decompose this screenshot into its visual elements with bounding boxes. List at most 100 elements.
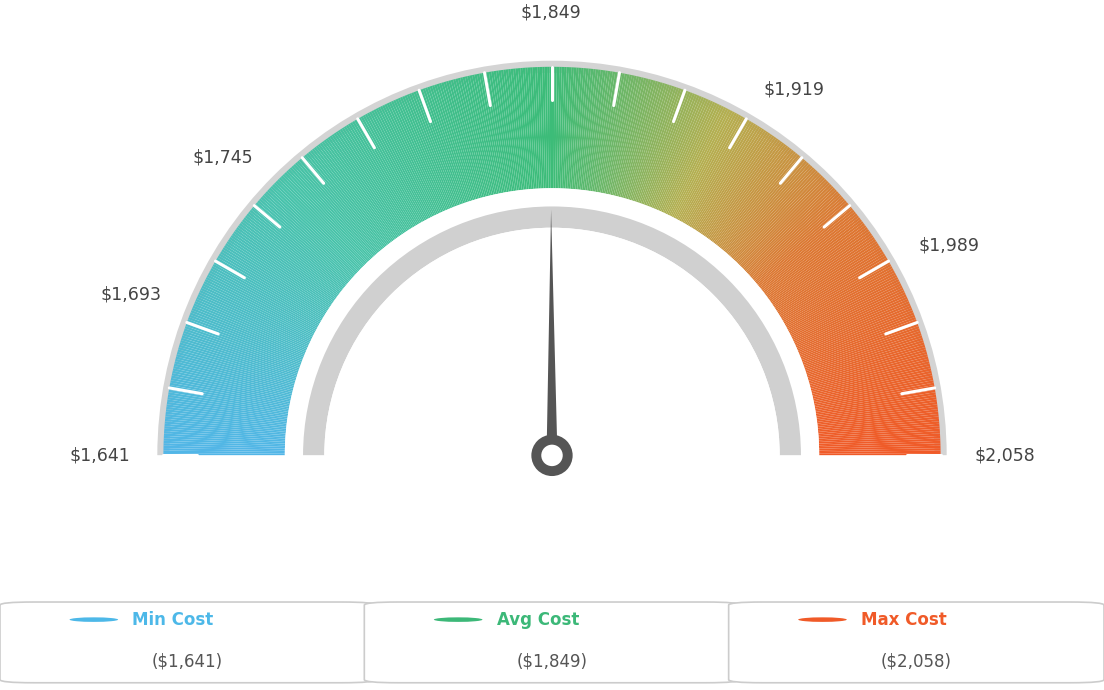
Wedge shape [718, 150, 794, 246]
Wedge shape [484, 72, 507, 193]
Wedge shape [192, 308, 305, 355]
Wedge shape [177, 354, 294, 387]
Wedge shape [615, 78, 646, 196]
Wedge shape [670, 107, 726, 217]
Wedge shape [375, 108, 432, 217]
Wedge shape [183, 331, 299, 371]
Wedge shape [201, 288, 311, 342]
Wedge shape [187, 322, 301, 365]
Wedge shape [602, 74, 627, 193]
Wedge shape [265, 191, 357, 275]
Wedge shape [321, 141, 395, 240]
Wedge shape [189, 315, 302, 360]
Wedge shape [789, 277, 899, 334]
Wedge shape [163, 451, 285, 454]
Wedge shape [201, 286, 311, 340]
Wedge shape [799, 310, 913, 357]
Wedge shape [798, 306, 912, 354]
Wedge shape [787, 270, 895, 330]
Wedge shape [650, 94, 698, 208]
Wedge shape [542, 67, 546, 188]
Wedge shape [755, 202, 848, 282]
Wedge shape [352, 121, 416, 226]
Wedge shape [746, 189, 837, 274]
Polygon shape [546, 210, 558, 455]
Wedge shape [163, 436, 285, 444]
Wedge shape [164, 422, 286, 433]
Wedge shape [769, 229, 869, 301]
Wedge shape [262, 195, 353, 277]
Wedge shape [164, 428, 286, 439]
Wedge shape [773, 237, 874, 306]
Wedge shape [802, 317, 916, 362]
Wedge shape [477, 74, 502, 193]
Wedge shape [582, 69, 598, 190]
Wedge shape [558, 67, 562, 188]
Wedge shape [142, 455, 962, 690]
Wedge shape [819, 438, 941, 445]
Wedge shape [741, 181, 828, 268]
Wedge shape [338, 130, 406, 233]
Wedge shape [223, 247, 327, 314]
Wedge shape [765, 221, 863, 295]
Wedge shape [532, 67, 540, 188]
Wedge shape [195, 299, 308, 349]
Wedge shape [742, 182, 830, 269]
Wedge shape [696, 127, 762, 230]
Wedge shape [577, 68, 591, 190]
Wedge shape [280, 175, 367, 264]
Wedge shape [776, 243, 879, 310]
Wedge shape [811, 366, 931, 395]
Wedge shape [601, 73, 625, 193]
Wedge shape [629, 83, 668, 200]
Wedge shape [217, 255, 322, 319]
Wedge shape [794, 290, 904, 343]
Wedge shape [581, 69, 596, 190]
Wedge shape [667, 105, 722, 215]
Wedge shape [699, 131, 768, 233]
Wedge shape [698, 130, 766, 233]
Wedge shape [192, 306, 306, 354]
Text: Min Cost: Min Cost [132, 611, 214, 629]
Wedge shape [253, 206, 348, 285]
Wedge shape [598, 72, 623, 193]
Wedge shape [687, 119, 750, 226]
Wedge shape [214, 262, 320, 324]
Text: $1,849: $1,849 [520, 3, 581, 21]
Wedge shape [526, 68, 535, 189]
Wedge shape [813, 368, 932, 397]
Wedge shape [432, 85, 471, 201]
Wedge shape [469, 75, 497, 195]
Wedge shape [818, 416, 938, 431]
Wedge shape [788, 273, 896, 331]
Wedge shape [359, 117, 421, 224]
Wedge shape [723, 157, 804, 252]
Wedge shape [367, 112, 426, 221]
Wedge shape [167, 406, 287, 424]
Circle shape [798, 618, 847, 622]
Wedge shape [227, 239, 330, 308]
Wedge shape [627, 82, 662, 199]
Wedge shape [308, 151, 385, 248]
Wedge shape [540, 67, 545, 188]
Wedge shape [310, 150, 386, 246]
Wedge shape [188, 317, 302, 362]
Wedge shape [762, 215, 859, 292]
Wedge shape [783, 259, 889, 322]
Wedge shape [220, 251, 325, 317]
Wedge shape [305, 155, 383, 250]
Text: $2,058: $2,058 [974, 446, 1034, 464]
Wedge shape [179, 344, 296, 381]
Wedge shape [350, 122, 415, 227]
Wedge shape [643, 90, 686, 205]
Wedge shape [458, 78, 489, 196]
Wedge shape [749, 193, 840, 276]
Wedge shape [544, 67, 549, 188]
Wedge shape [530, 68, 539, 188]
Wedge shape [491, 71, 512, 192]
Wedge shape [617, 79, 649, 197]
Wedge shape [213, 264, 319, 325]
Wedge shape [436, 83, 475, 200]
Wedge shape [768, 227, 868, 299]
Wedge shape [777, 245, 880, 313]
